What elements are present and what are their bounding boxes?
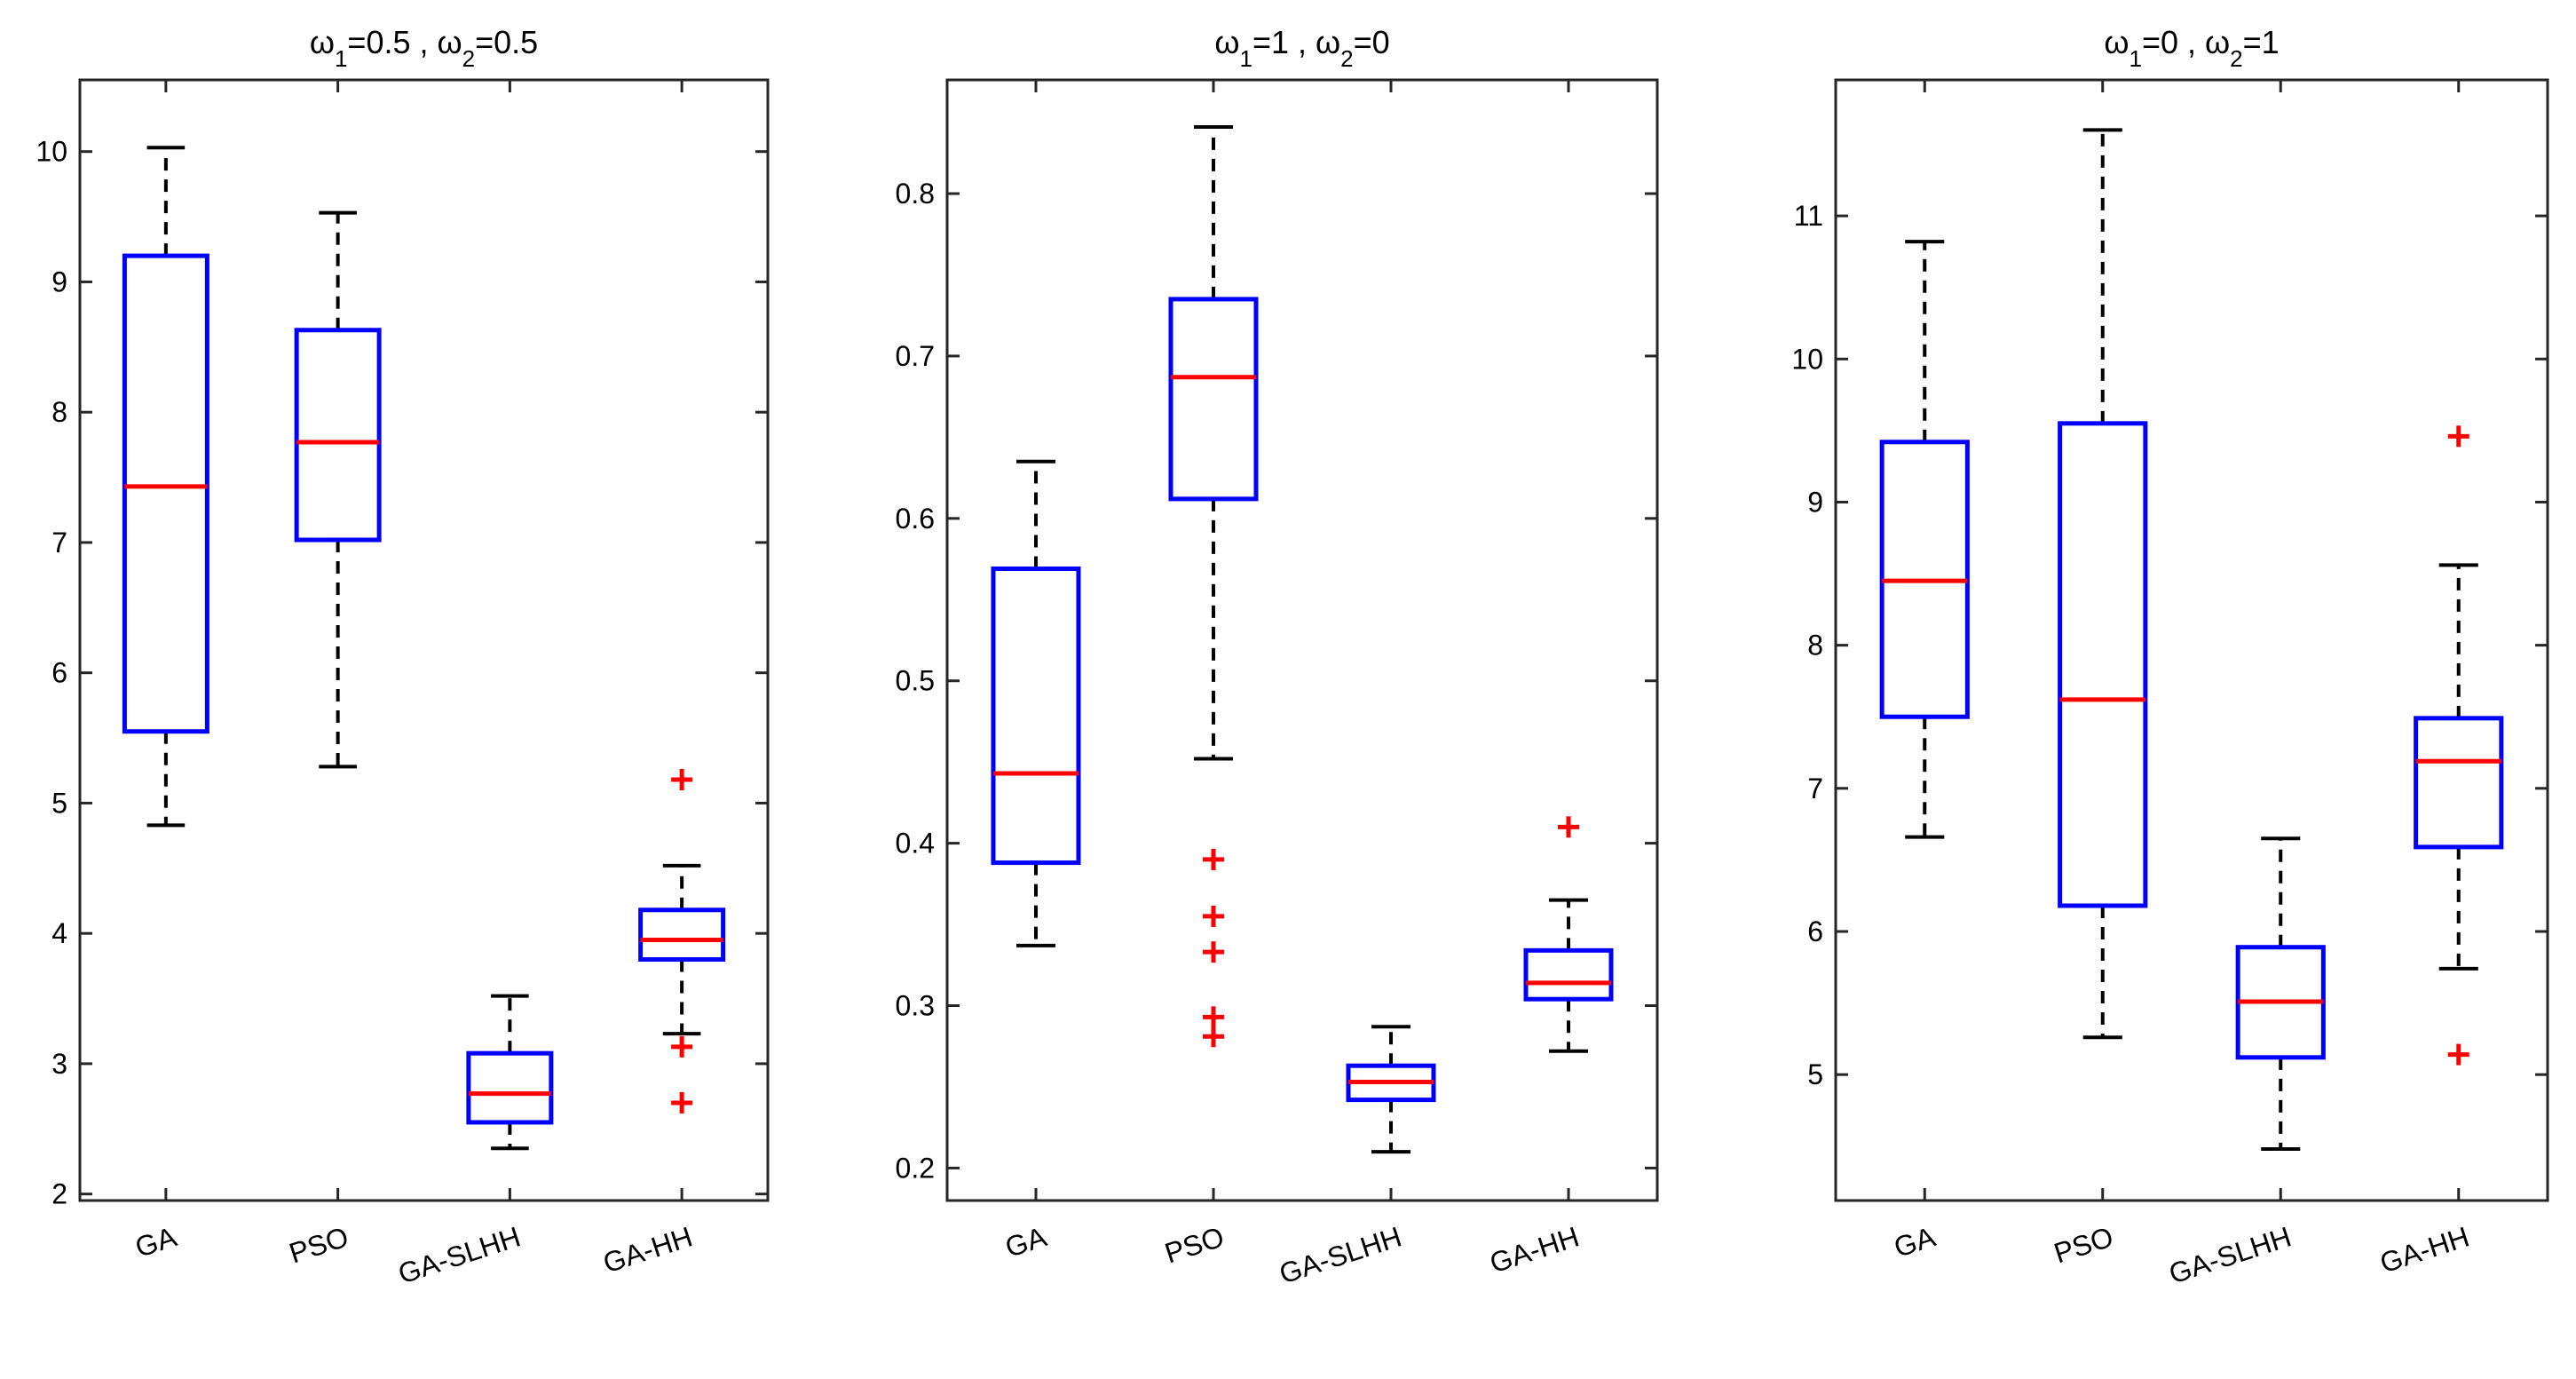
title-text: =0 , ω [2142,24,2230,60]
box-ga-hh [638,769,726,1114]
iqr-box [1168,297,1259,502]
chart-title: ω1=0.5 , ω2=0.5 [310,24,538,72]
title-text: =0.5 [475,24,538,60]
boxplot-panel-3: ω1=0 , ω2=1 5 6 7 8 9 10 11 GA PSO GA-SLHH GA-HH [1791,24,2549,1290]
title-text: =1 , ω [1252,24,1340,60]
x-category-label: GA-HH [599,1220,696,1279]
y-tick-label: 10 [36,136,67,168]
title-subscript: 1 [335,45,347,72]
x-category-label: GA [1890,1220,1940,1264]
outlier-marker [1203,941,1224,963]
y-tick-label: 7 [1807,773,1823,804]
title-subscript: 1 [1239,45,1252,72]
outlier-marker [1203,905,1224,927]
x-category-label: GA-HH [1486,1220,1583,1279]
y-tick-label: 0.4 [896,828,935,860]
y-tick-label: 0.6 [896,503,935,535]
y-tick-label: 4 [51,917,67,949]
iqr-box [466,1050,554,1125]
y-tick-label: 5 [1807,1058,1823,1090]
box-ga-hh [1523,816,1614,1053]
title-subscript: 2 [462,45,475,72]
outlier-marker [1203,848,1224,870]
iqr-box [991,567,1081,866]
axes-frame [1834,78,2549,1202]
y-tick-label: 0.7 [896,340,935,372]
title-subscript: 2 [1340,45,1353,72]
y-tick-label: 5 [51,787,67,819]
y-tick-label: 6 [51,657,67,689]
x-category-label: GA-SLHH [394,1220,524,1289]
x-category-label: GA-SLHH [2165,1220,2295,1289]
title-subscript: 2 [2230,45,2242,72]
iqr-box [2414,716,2504,850]
y-tick-label: 0.5 [896,665,935,697]
box-ga [991,459,1081,947]
iqr-box [1523,947,1614,1002]
iqr-box [638,907,726,963]
y-tick-label: 0.8 [896,178,935,210]
outlier-marker [2447,1043,2469,1066]
box-ga [122,146,209,828]
outlier-marker [671,769,693,791]
box-ga [1879,240,1970,839]
outlier-marker [1558,816,1579,838]
title-text: ω [1214,24,1239,60]
x-category-label: GA [131,1220,181,1264]
x-category-label: PSO [285,1220,352,1269]
axes-frame [78,78,770,1202]
x-category-label: PSO [1161,1220,1228,1269]
iqr-box [294,328,382,543]
title-text: =0 [1354,24,1390,60]
x-category-label: GA-HH [2376,1220,2473,1279]
boxplot-panel-2: ω1=1 , ω2=0 0.2 0.3 0.4 0.5 0.6 0.7 0.8 GA PSO GA-… [896,24,1659,1290]
iqr-box [2058,421,2148,908]
box-ga-slhh [1346,1025,1436,1154]
chart-title: ω1=1 , ω2=0 [1214,24,1389,72]
y-tick-label: 0.2 [896,1152,935,1184]
box-pso [2058,128,2148,1040]
y-tick-label: 0.3 [896,990,935,1022]
title-subscript: 1 [2129,45,2141,72]
title-text: =0.5 , ω [347,24,462,60]
box-pso [1168,125,1259,1048]
outlier-marker [1203,1026,1224,1048]
y-tick-label: 9 [1807,486,1823,518]
y-tick-label: 9 [51,265,67,297]
box-ga-slhh [466,994,554,1151]
chart-title: ω1=0 , ω2=1 [2104,24,2279,72]
y-tick-label: 3 [51,1048,67,1080]
x-category-label: PSO [2051,1220,2117,1269]
x-category-label: GA-SLHH [1276,1220,1405,1289]
outlier-marker [671,1035,693,1058]
y-tick-label: 8 [1807,630,1823,662]
title-text: ω [310,24,335,60]
x-category-label: GA [1001,1220,1051,1264]
box-pso [294,210,382,769]
title-text: ω [2104,24,2129,60]
y-tick-label: 11 [1794,200,1823,232]
outlier-marker [671,1091,693,1114]
box-ga-slhh [2235,836,2326,1151]
y-tick-label: 7 [51,527,67,559]
y-tick-label: 10 [1791,343,1823,375]
outlier-marker [2447,425,2469,448]
y-tick-label: 2 [51,1178,67,1210]
y-tick-label: 8 [51,396,67,428]
iqr-box [122,253,209,734]
box-ga-hh [2414,425,2504,1066]
axes-frame [945,78,1659,1202]
outlier-marker [1203,1006,1224,1028]
y-tick-label: 6 [1807,915,1823,947]
title-text: =1 [2243,24,2280,60]
